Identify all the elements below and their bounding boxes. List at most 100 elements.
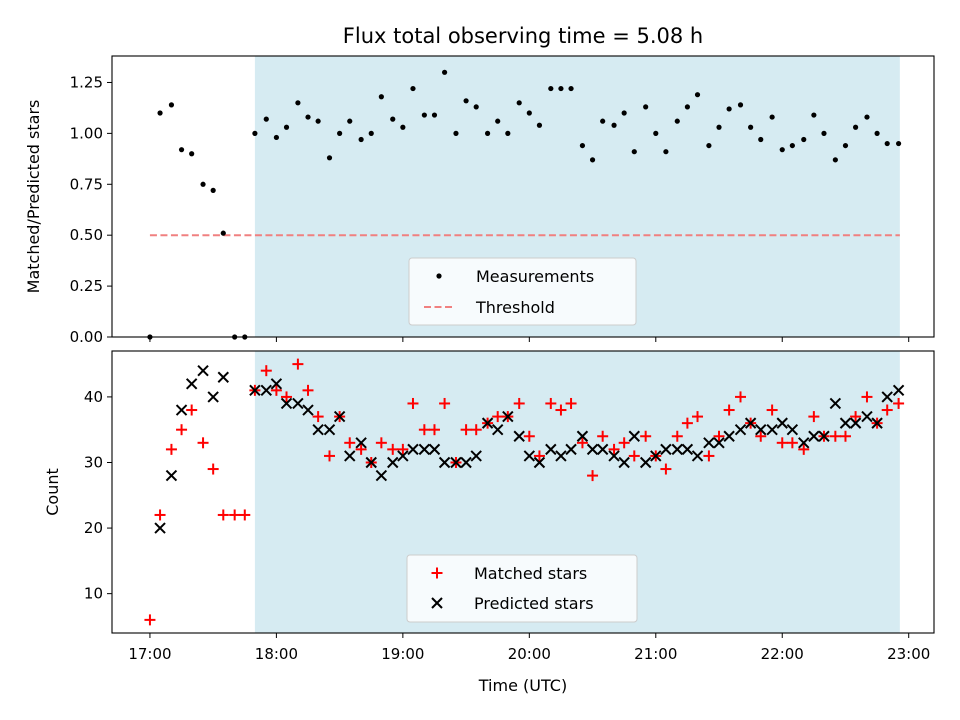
- matched-star-point: [861, 391, 873, 403]
- measurement-point: [495, 118, 501, 124]
- top-axes-frame: [111, 55, 935, 338]
- predicted-star-point: [344, 450, 356, 462]
- legend-threshold-label: Threshold: [475, 298, 555, 317]
- legend-cross-glyph: [431, 597, 443, 609]
- x-tick-label: 19:00: [381, 645, 424, 663]
- measurement-point: [684, 104, 691, 110]
- matched-star-point: [154, 509, 166, 521]
- matched-star-point: [608, 443, 620, 455]
- matched-star-point: [660, 463, 672, 475]
- top-y-tick-label: 0.75: [70, 175, 103, 193]
- predicted-star-point: [249, 384, 261, 397]
- matched-star-point: [470, 424, 482, 436]
- predicted-star-point: [818, 430, 830, 442]
- measurement-points: [147, 69, 902, 340]
- matched-star-point: [628, 450, 640, 462]
- matched-star-point: [397, 443, 409, 455]
- top-legend: Measurements Threshold: [408, 257, 637, 326]
- predicted-star-point: [650, 450, 662, 462]
- predicted-star-point: [713, 437, 725, 449]
- measurement-point: [643, 104, 649, 110]
- predicted-star-point: [881, 391, 893, 403]
- top-x-ticks: [149, 337, 910, 342]
- matched-star-point: [893, 397, 905, 409]
- measurement-point: [378, 94, 384, 100]
- matched-star-point: [565, 397, 577, 409]
- measurement-point: [579, 142, 586, 149]
- measurement-point: [431, 112, 438, 118]
- measurement-point: [874, 130, 880, 136]
- measurement-point: [305, 114, 311, 120]
- x-tick-label: 22:00: [761, 645, 804, 663]
- top-y-axis-label: Matched/Predicted stars: [24, 100, 43, 294]
- measurement-point: [252, 130, 258, 136]
- matched-star-point: [576, 437, 588, 449]
- predicted-star-point: [892, 384, 905, 397]
- measurement-point: [168, 102, 175, 108]
- measurement-point: [779, 147, 785, 153]
- measurement-point: [390, 116, 396, 122]
- predicted-star-point: [375, 469, 388, 482]
- predicted-star-point: [839, 417, 852, 429]
- measurement-point: [315, 118, 321, 124]
- predicted-star-point: [260, 384, 272, 397]
- measurement-point: [621, 110, 627, 116]
- bottom-legend-box: [406, 554, 638, 623]
- measurement-point: [368, 130, 374, 136]
- matched-star-point: [418, 424, 430, 436]
- predicted-star-point: [744, 417, 757, 429]
- measurement-point: [326, 155, 333, 161]
- predicted-star-point: [165, 469, 178, 482]
- measurement-point: [589, 157, 596, 163]
- legend-predicted-label: Predicted stars: [474, 594, 594, 613]
- matched-star-point: [735, 391, 747, 403]
- matched-star-point: [324, 450, 336, 462]
- matched-star-point: [407, 397, 419, 409]
- measurement-point: [558, 85, 564, 92]
- measurement-point: [441, 69, 448, 75]
- measurement-point: [864, 114, 870, 120]
- matched-star-point: [723, 404, 735, 416]
- bottom-y-tick-label: 20: [84, 519, 103, 537]
- measurement-point: [516, 100, 522, 106]
- predicted-star-point: [723, 430, 735, 442]
- measurement-point: [895, 140, 902, 147]
- matched-star-point: [281, 391, 293, 403]
- matched-star-point: [713, 430, 725, 442]
- matched-star-point: [808, 411, 820, 423]
- top-y-tick-label: 1.00: [70, 124, 103, 142]
- matched-star-point: [671, 430, 683, 442]
- predicted-star-point: [691, 450, 704, 462]
- predicted-star-point: [545, 443, 557, 456]
- matched-star-point: [618, 437, 630, 449]
- predicted-star-point: [492, 423, 504, 436]
- x-axis-label: Time (UTC): [478, 676, 567, 695]
- matched-star-point: [375, 437, 387, 449]
- matched-star-point: [881, 404, 893, 416]
- predicted-star-point: [703, 437, 715, 449]
- x-tick-label: 17:00: [128, 645, 171, 663]
- legend-matched-label: Matched stars: [474, 564, 587, 583]
- top-y-tick-label: 1.25: [70, 73, 103, 91]
- measurement-point: [748, 124, 754, 130]
- predicted-star-point: [786, 423, 799, 436]
- x-tick-label: 21:00: [634, 645, 677, 663]
- measurement-point: [421, 112, 427, 118]
- top-y-tick-label: 0.25: [70, 277, 103, 295]
- measurement-point: [884, 140, 890, 147]
- matched-star-point: [165, 443, 177, 455]
- matched-star-point: [839, 430, 851, 442]
- matched-star-point: [533, 450, 545, 462]
- predicted-star-point: [555, 450, 567, 462]
- top-y-ticks: 0.00 0.25 0.50 0.75 1.00 1.25: [70, 73, 112, 346]
- measurement-point: [789, 142, 795, 149]
- x-tick-label: 23:00: [887, 645, 930, 663]
- predicted-star-point: [523, 450, 536, 462]
- measurement-point: [200, 181, 206, 187]
- predicted-star-point: [270, 378, 283, 390]
- bottom-axes-frame: [111, 350, 935, 634]
- predicted-star-point: [628, 430, 640, 442]
- x-tick-label: 18:00: [255, 645, 298, 663]
- measurement-point: [842, 142, 849, 149]
